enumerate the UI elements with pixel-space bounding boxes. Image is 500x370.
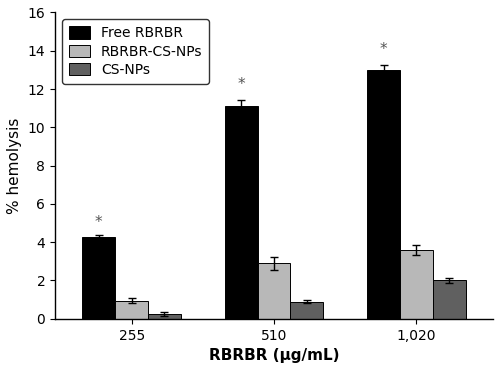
Bar: [258, 263, 290, 319]
Bar: [82, 238, 115, 319]
Bar: [290, 302, 324, 319]
Bar: [433, 280, 466, 319]
Text: *: *: [380, 42, 388, 57]
Text: *: *: [238, 77, 245, 91]
Bar: [367, 70, 400, 319]
X-axis label: RBRBR (μg/mL): RBRBR (μg/mL): [209, 348, 340, 363]
Bar: [115, 300, 148, 319]
Bar: [400, 250, 433, 319]
Text: *: *: [95, 215, 102, 230]
Bar: [224, 106, 258, 319]
Y-axis label: % hemolysis: % hemolysis: [7, 117, 22, 214]
Legend: Free RBRBR, RBRBR-CS-NPs, CS-NPs: Free RBRBR, RBRBR-CS-NPs, CS-NPs: [62, 19, 209, 84]
Bar: [148, 314, 181, 319]
